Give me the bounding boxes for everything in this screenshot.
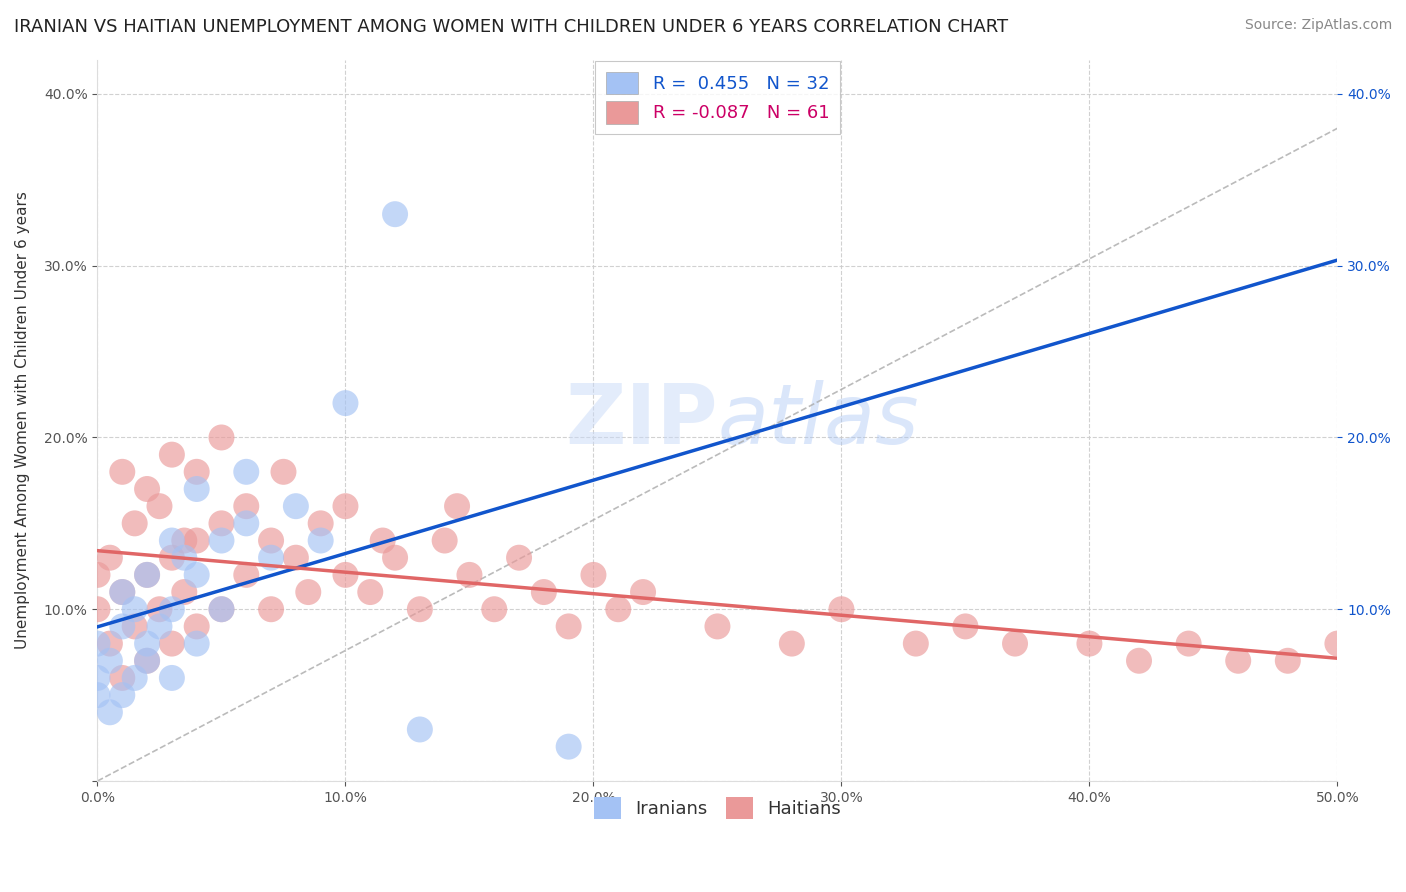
Point xyxy=(359,585,381,599)
Point xyxy=(86,602,108,616)
Point xyxy=(297,585,319,599)
Point xyxy=(508,550,530,565)
Point xyxy=(557,739,579,754)
Point xyxy=(148,602,170,616)
Point xyxy=(98,550,121,565)
Point xyxy=(484,602,506,616)
Point xyxy=(260,533,283,548)
Point xyxy=(607,602,630,616)
Point xyxy=(160,533,183,548)
Point xyxy=(335,396,357,410)
Point xyxy=(98,654,121,668)
Point xyxy=(211,430,233,444)
Point xyxy=(433,533,456,548)
Legend: Iranians, Haitians: Iranians, Haitians xyxy=(586,789,848,826)
Point xyxy=(582,567,605,582)
Point xyxy=(409,723,432,737)
Point xyxy=(160,671,183,685)
Point xyxy=(86,637,108,651)
Point xyxy=(173,533,195,548)
Point xyxy=(160,448,183,462)
Point xyxy=(235,465,257,479)
Point xyxy=(124,671,146,685)
Point xyxy=(904,637,927,651)
Point xyxy=(111,688,134,702)
Point xyxy=(186,567,208,582)
Point xyxy=(557,619,579,633)
Point xyxy=(98,637,121,651)
Point xyxy=(124,516,146,531)
Point xyxy=(211,602,233,616)
Point xyxy=(186,482,208,496)
Point xyxy=(111,585,134,599)
Point xyxy=(1277,654,1299,668)
Point xyxy=(260,602,283,616)
Text: ZIP: ZIP xyxy=(565,380,717,461)
Point xyxy=(124,619,146,633)
Point xyxy=(111,465,134,479)
Point xyxy=(1078,637,1101,651)
Point xyxy=(458,567,481,582)
Point xyxy=(136,567,159,582)
Point xyxy=(384,550,406,565)
Point xyxy=(409,602,432,616)
Point xyxy=(136,482,159,496)
Point xyxy=(86,671,108,685)
Point xyxy=(160,637,183,651)
Point xyxy=(173,550,195,565)
Point xyxy=(111,671,134,685)
Point xyxy=(235,516,257,531)
Point xyxy=(186,465,208,479)
Point xyxy=(148,499,170,513)
Point xyxy=(1177,637,1199,651)
Point xyxy=(211,533,233,548)
Point xyxy=(211,602,233,616)
Point xyxy=(1004,637,1026,651)
Point xyxy=(955,619,977,633)
Point xyxy=(533,585,555,599)
Y-axis label: Unemployment Among Women with Children Under 6 years: Unemployment Among Women with Children U… xyxy=(15,192,30,649)
Point xyxy=(186,619,208,633)
Point xyxy=(260,550,283,565)
Point xyxy=(1128,654,1150,668)
Point xyxy=(335,499,357,513)
Point xyxy=(284,550,307,565)
Point xyxy=(160,550,183,565)
Point xyxy=(111,619,134,633)
Point xyxy=(173,585,195,599)
Point xyxy=(111,585,134,599)
Point xyxy=(186,533,208,548)
Point xyxy=(211,516,233,531)
Text: IRANIAN VS HAITIAN UNEMPLOYMENT AMONG WOMEN WITH CHILDREN UNDER 6 YEARS CORRELAT: IRANIAN VS HAITIAN UNEMPLOYMENT AMONG WO… xyxy=(14,18,1008,36)
Point xyxy=(273,465,295,479)
Point xyxy=(160,602,183,616)
Point xyxy=(136,654,159,668)
Point xyxy=(830,602,852,616)
Text: Source: ZipAtlas.com: Source: ZipAtlas.com xyxy=(1244,18,1392,32)
Point xyxy=(371,533,394,548)
Point xyxy=(86,688,108,702)
Text: atlas: atlas xyxy=(717,380,920,461)
Point xyxy=(235,567,257,582)
Point xyxy=(335,567,357,582)
Point xyxy=(1326,637,1348,651)
Point xyxy=(284,499,307,513)
Point xyxy=(384,207,406,221)
Point xyxy=(1227,654,1250,668)
Point xyxy=(186,637,208,651)
Point xyxy=(136,567,159,582)
Point xyxy=(136,654,159,668)
Point xyxy=(631,585,654,599)
Point xyxy=(86,567,108,582)
Point xyxy=(706,619,728,633)
Point xyxy=(446,499,468,513)
Point xyxy=(124,602,146,616)
Point xyxy=(235,499,257,513)
Point xyxy=(309,516,332,531)
Point xyxy=(780,637,803,651)
Point xyxy=(148,619,170,633)
Point xyxy=(309,533,332,548)
Point xyxy=(136,637,159,651)
Point xyxy=(98,706,121,720)
